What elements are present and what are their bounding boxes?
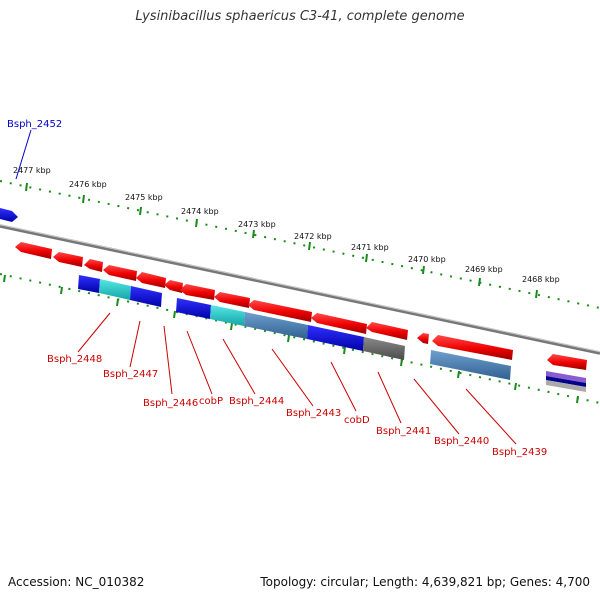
cog-block[interactable] <box>130 286 162 307</box>
scale-major-ticks <box>25 182 538 299</box>
gene-label-Bsph_2440[interactable]: Bsph_2440 <box>434 436 489 447</box>
label-leader-line <box>15 129 32 180</box>
gene-label-cobP[interactable]: cobP <box>199 396 223 407</box>
accession-text: Accession: NC_010382 <box>8 575 145 589</box>
kbp-label: 2470 kbp <box>408 255 446 264</box>
gene-label-cobD[interactable]: cobD <box>344 415 370 426</box>
genome-backbone-highlight <box>0 224 600 353</box>
kbp-label: 2477 kbp <box>13 166 51 175</box>
cog-block[interactable] <box>546 371 586 383</box>
cds-arrow[interactable] <box>53 252 83 267</box>
cog-block[interactable] <box>176 298 211 319</box>
gene-labels-lower: Bsph_2448 Bsph_2447 Bsph_2446 cobP Bsph_… <box>47 354 547 458</box>
map-title: Lysinibacillus sphaericus C3-41, complet… <box>135 9 465 24</box>
cds-arrow[interactable] <box>214 292 250 308</box>
gene-label-Bsph_2443[interactable]: Bsph_2443 <box>286 408 341 419</box>
kbp-label: 2473 kbp <box>238 220 276 229</box>
kbp-label: 2474 kbp <box>181 207 219 216</box>
cds-arrow[interactable] <box>15 242 52 259</box>
gene-label-Bsph_2446[interactable]: Bsph_2446 <box>143 398 198 409</box>
label-leader-lines <box>77 312 517 445</box>
kbp-label: 2468 kbp <box>522 275 560 284</box>
lower-ruler <box>0 273 600 404</box>
gene-label-Bsph_2452[interactable]: Bsph_2452 <box>7 119 62 130</box>
cds-arrow[interactable] <box>180 284 215 300</box>
cog-block[interactable] <box>546 376 586 387</box>
cog-track <box>78 275 586 392</box>
cds-arrow[interactable] <box>311 313 367 334</box>
cds-arrow[interactable] <box>136 272 166 288</box>
cds-arrow[interactable] <box>248 300 312 322</box>
cds-track-reverse <box>15 242 587 370</box>
cds-arrow[interactable] <box>103 265 137 281</box>
gene-label-Bsph_2447[interactable]: Bsph_2447 <box>103 369 158 380</box>
cds-arrow[interactable] <box>417 333 429 344</box>
cds-arrow[interactable] <box>547 354 587 370</box>
lower-ruler-ticks <box>3 274 579 404</box>
kbp-label: 2472 kbp <box>294 232 332 241</box>
cog-block[interactable] <box>430 350 511 380</box>
kbp-label: 2469 kbp <box>465 265 503 274</box>
cog-block[interactable] <box>307 325 364 351</box>
cog-block[interactable] <box>546 380 586 392</box>
cog-block[interactable] <box>78 275 100 293</box>
kbp-label: 2471 kbp <box>351 243 389 252</box>
cds-arrow[interactable] <box>164 280 183 293</box>
cds-arrow[interactable] <box>366 322 408 340</box>
gene-label-Bsph_2441[interactable]: Bsph_2441 <box>376 426 431 437</box>
cog-block[interactable] <box>210 305 245 326</box>
scale-ruler <box>0 180 600 309</box>
cds-arrow-forward[interactable] <box>0 208 18 222</box>
kbp-label: 2475 kbp <box>125 193 163 202</box>
cds-arrow[interactable] <box>432 335 513 360</box>
cds-arrow[interactable] <box>84 259 103 272</box>
gene-label-Bsph_2439[interactable]: Bsph_2439 <box>492 447 547 458</box>
gene-label-Bsph_2448[interactable]: Bsph_2448 <box>47 354 102 365</box>
kbp-label: 2476 kbp <box>69 180 107 189</box>
genome-backbone <box>0 224 600 355</box>
genome-stats-text: Topology: circular; Length: 4,639,821 bp… <box>260 575 590 589</box>
cog-block[interactable] <box>363 337 405 360</box>
cog-block[interactable] <box>244 312 308 339</box>
gene-label-Bsph_2444[interactable]: Bsph_2444 <box>229 396 284 407</box>
scale-labels: 2477 kbp 2476 kbp 2475 kbp 2474 kbp 2473… <box>13 166 560 284</box>
cog-block[interactable] <box>99 279 131 300</box>
